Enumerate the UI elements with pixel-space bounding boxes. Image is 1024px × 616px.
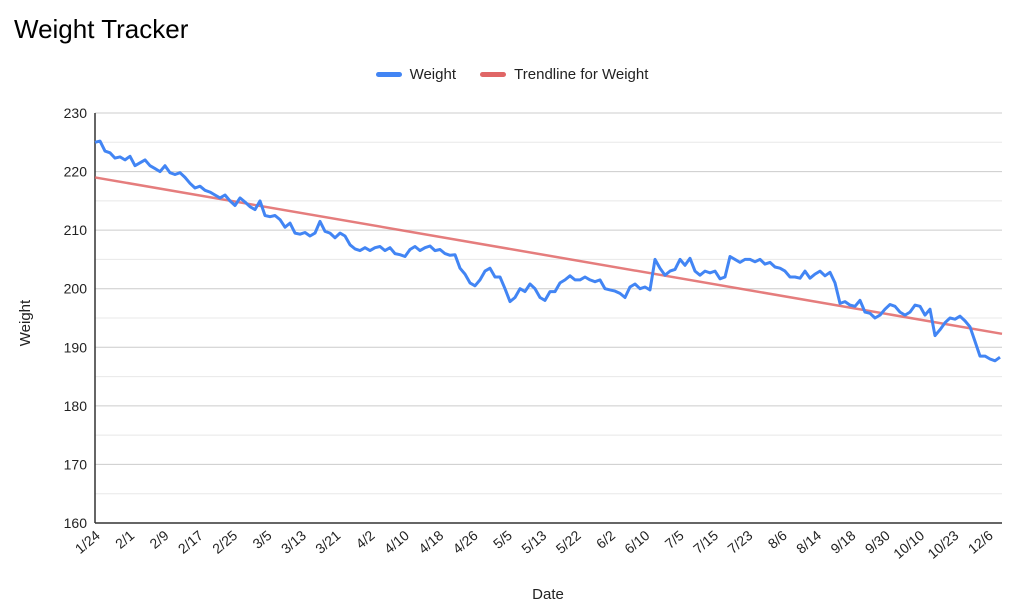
x-tick-label: 3/13 [278, 527, 309, 557]
x-axis-title: Date [532, 586, 564, 603]
legend-swatch-trendline [480, 72, 507, 77]
chart-title: Weight Tracker [14, 14, 189, 44]
x-tick-label: 2/1 [112, 527, 137, 552]
x-tick-label: 4/18 [415, 527, 446, 557]
weight-line [94, 139, 1001, 363]
legend-swatch-weight [375, 72, 402, 77]
y-tick-label: 200 [64, 281, 88, 297]
x-tick-label: 2/17 [175, 527, 206, 557]
legend-label-trendline: Trendline for Weight [514, 66, 649, 83]
legend-label-weight: Weight [409, 66, 456, 83]
x-tick-label: 4/10 [381, 527, 412, 557]
y-tick-label: 220 [64, 164, 88, 180]
y-tick-label: 170 [64, 456, 88, 472]
x-tick-label: 9/18 [827, 527, 858, 557]
x-tick-label: 10/23 [924, 527, 961, 562]
x-tick-label: 6/2 [593, 527, 618, 552]
x-tick-label: 2/25 [209, 527, 240, 557]
x-tick-label: 6/10 [621, 527, 652, 557]
y-tick-label: 190 [64, 339, 88, 355]
x-tick-label: 1/24 [72, 527, 103, 557]
x-tick-label: 10/10 [890, 527, 927, 562]
x-tick-label: 4/26 [450, 527, 481, 557]
y-tick-label: 230 [64, 105, 88, 121]
x-tick-label: 5/5 [490, 527, 515, 552]
y-tick-label: 160 [64, 515, 88, 531]
x-tick-label: 7/5 [662, 527, 687, 552]
x-tick-label: 9/30 [862, 527, 893, 557]
legend: Weight Trendline for Weight [0, 64, 1024, 83]
x-tick-label: 5/13 [518, 527, 549, 557]
x-tick-label: 7/15 [690, 527, 721, 557]
legend-item-weight[interactable]: Weight [375, 66, 456, 83]
x-tick-label: 5/22 [553, 527, 584, 557]
x-tick-label: 3/21 [312, 527, 343, 557]
legend-item-trendline[interactable]: Trendline for Weight [480, 66, 648, 83]
y-tick-label: 210 [64, 222, 88, 238]
y-axis-title: Weight [17, 299, 34, 346]
y-tick-label: 180 [64, 398, 88, 414]
x-tick-label: 4/2 [352, 527, 377, 552]
x-tick-label: 2/9 [146, 527, 171, 552]
x-tick-label: 8/14 [793, 527, 824, 557]
x-tick-label: 3/5 [249, 527, 274, 552]
x-tick-label: 8/6 [765, 527, 790, 552]
x-tick-label: 7/23 [724, 527, 755, 557]
x-tick-label: 12/6 [965, 527, 996, 557]
